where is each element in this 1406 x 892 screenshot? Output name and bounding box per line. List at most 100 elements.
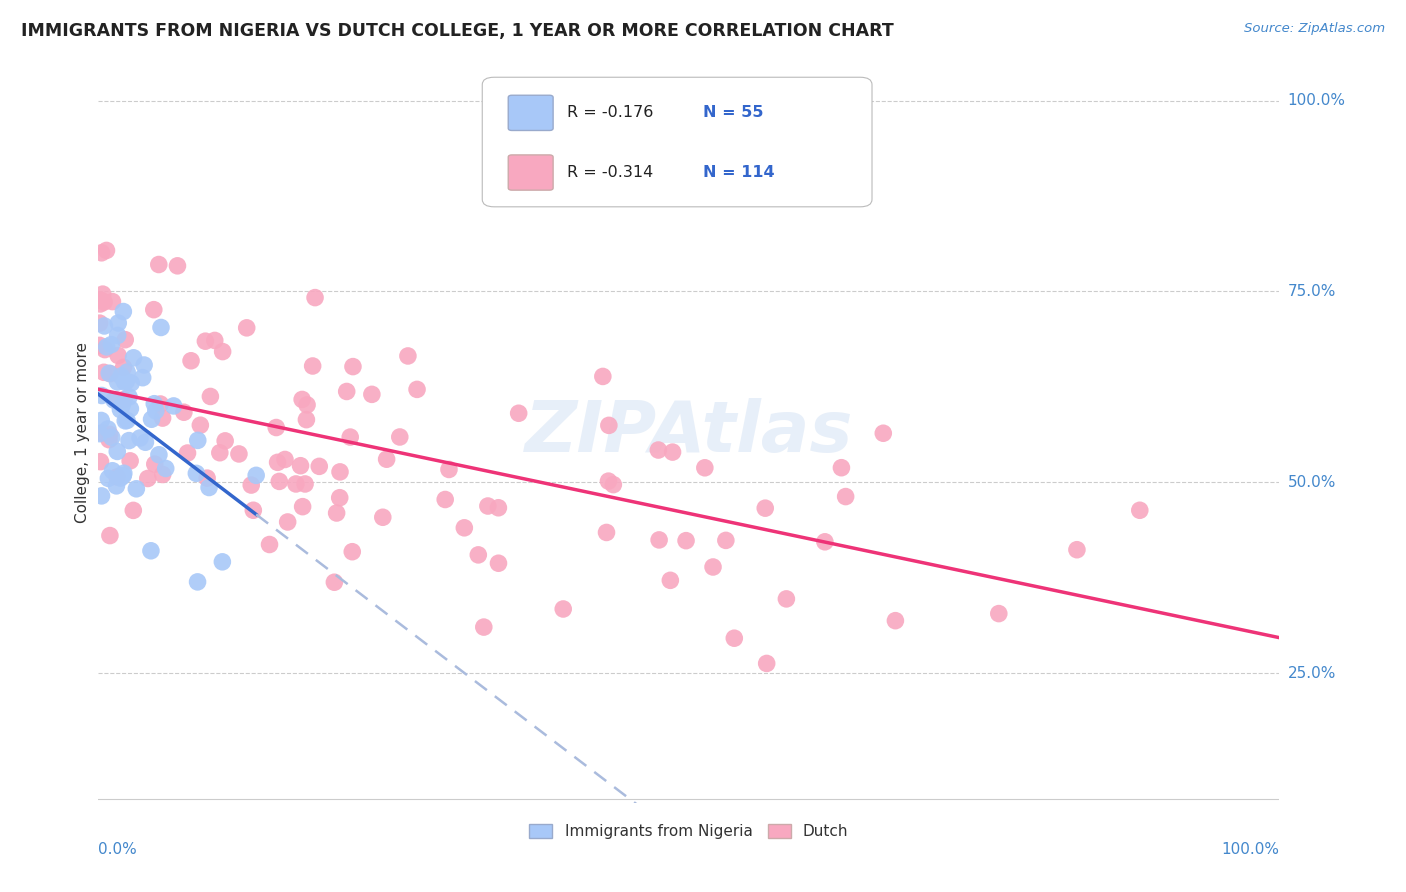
Point — [661, 445, 683, 459]
Point — [107, 328, 129, 343]
Point — [111, 398, 134, 412]
Point — [152, 411, 174, 425]
Point — [115, 374, 138, 388]
Point — [675, 533, 697, 548]
Point — [188, 418, 211, 433]
Point — [98, 528, 121, 542]
Point — [595, 525, 617, 540]
Text: N = 114: N = 114 — [703, 165, 775, 180]
Point — [1066, 542, 1088, 557]
Point — [211, 344, 233, 359]
Point — [120, 454, 142, 468]
Point — [96, 244, 118, 258]
Y-axis label: College, 1 year or more: College, 1 year or more — [75, 343, 90, 523]
Point — [141, 412, 163, 426]
Point — [97, 471, 120, 485]
Point — [114, 333, 136, 347]
Point — [93, 295, 115, 310]
Point — [295, 398, 318, 412]
Point — [291, 392, 314, 407]
Point — [659, 574, 682, 588]
Point — [122, 351, 145, 365]
Point — [603, 185, 626, 199]
Point — [295, 412, 318, 426]
Point — [598, 418, 620, 433]
Point — [360, 387, 382, 401]
Point — [112, 304, 135, 318]
Point — [775, 591, 797, 606]
Point — [235, 321, 257, 335]
Point — [114, 375, 136, 389]
Point — [339, 430, 361, 444]
Point — [112, 392, 135, 407]
Point — [93, 318, 115, 333]
Point — [488, 556, 510, 570]
Point — [371, 510, 394, 524]
Point — [180, 353, 202, 368]
Point — [162, 399, 184, 413]
Point — [134, 435, 156, 450]
Point — [115, 413, 138, 427]
Point — [884, 614, 907, 628]
Point — [89, 338, 111, 352]
Point — [830, 460, 852, 475]
Point — [148, 258, 170, 272]
Point — [131, 370, 153, 384]
Point — [148, 448, 170, 462]
Point — [592, 369, 614, 384]
Text: N = 55: N = 55 — [703, 105, 763, 120]
Point — [89, 293, 111, 307]
Point — [755, 657, 778, 671]
Point — [152, 467, 174, 482]
Point — [112, 360, 135, 375]
Text: 100.0%: 100.0% — [1288, 93, 1346, 108]
Point — [103, 393, 125, 408]
Point — [814, 534, 837, 549]
Point — [648, 533, 671, 547]
Point — [396, 349, 419, 363]
Point — [139, 543, 162, 558]
Point — [90, 245, 112, 260]
Point — [89, 297, 111, 311]
Point — [277, 515, 299, 529]
Point — [120, 376, 142, 390]
Text: 25.0%: 25.0% — [1288, 665, 1336, 681]
Point — [453, 521, 475, 535]
Point — [143, 457, 166, 471]
Point — [208, 446, 231, 460]
Point — [467, 548, 489, 562]
Text: R = -0.176: R = -0.176 — [567, 105, 654, 120]
Text: IMMIGRANTS FROM NIGERIA VS DUTCH COLLEGE, 1 YEAR OR MORE CORRELATION CHART: IMMIGRANTS FROM NIGERIA VS DUTCH COLLEGE… — [21, 22, 894, 40]
Point — [115, 365, 138, 379]
Point — [242, 503, 264, 517]
Point — [240, 478, 263, 492]
Point — [714, 533, 737, 548]
Point — [259, 537, 281, 551]
Point — [186, 467, 208, 481]
Point — [211, 555, 233, 569]
Point — [598, 474, 620, 488]
Point — [101, 294, 124, 309]
Point — [114, 414, 136, 428]
Point — [342, 545, 364, 559]
Point — [329, 491, 352, 505]
Point — [105, 479, 128, 493]
Point — [308, 459, 330, 474]
Point — [693, 460, 716, 475]
Point — [136, 471, 159, 485]
Point — [89, 426, 111, 441]
Point — [120, 401, 142, 416]
Point — [100, 430, 122, 444]
Point — [125, 482, 148, 496]
Point — [89, 455, 111, 469]
Point — [754, 501, 776, 516]
Point — [98, 433, 121, 447]
Text: 100.0%: 100.0% — [1222, 842, 1279, 856]
Point — [101, 464, 124, 478]
Point — [228, 447, 250, 461]
Point — [336, 384, 359, 399]
Point — [264, 420, 287, 434]
Text: Source: ZipAtlas.com: Source: ZipAtlas.com — [1244, 22, 1385, 36]
Point — [472, 620, 495, 634]
Point — [301, 359, 323, 373]
